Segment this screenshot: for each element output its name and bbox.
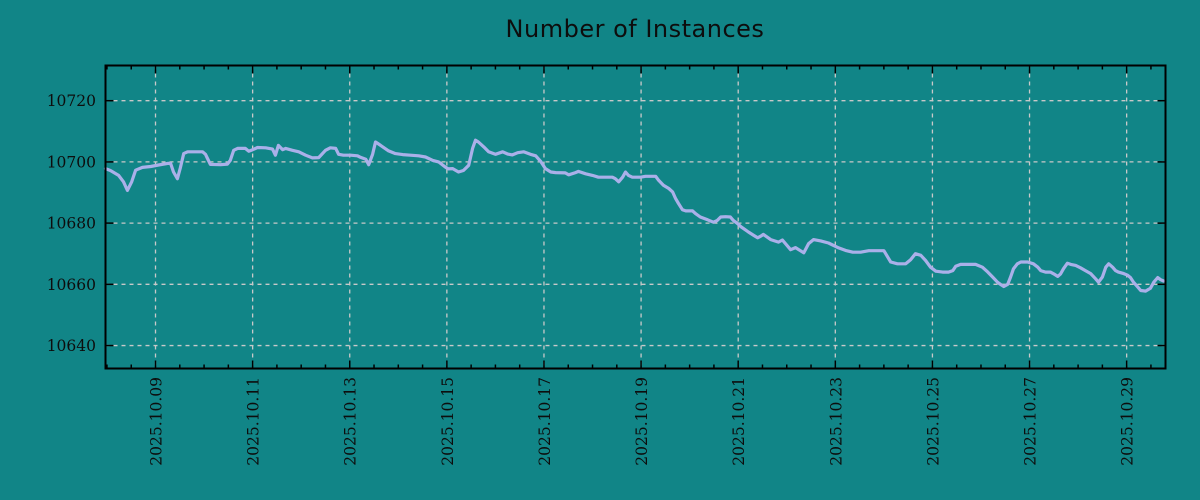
x-tick-label: 2025.10.19 bbox=[633, 377, 651, 466]
chart-title: Number of Instances bbox=[505, 15, 765, 43]
x-tick-label: 2025.10.27 bbox=[1022, 377, 1040, 466]
y-tick-label: 10700 bbox=[47, 153, 96, 171]
x-tick-label: 2025.10.29 bbox=[1119, 377, 1137, 466]
x-tick-label: 2025.10.11 bbox=[245, 377, 263, 466]
x-tick-label: 2025.10.21 bbox=[730, 377, 748, 466]
x-tick-label: 2025.10.17 bbox=[536, 377, 554, 466]
y-tick-label: 10640 bbox=[47, 337, 96, 355]
y-tick-label: 10720 bbox=[47, 92, 96, 110]
x-tick-label: 2025.10.13 bbox=[342, 377, 360, 466]
x-tick-label: 2025.10.15 bbox=[439, 377, 457, 466]
plot-border bbox=[104, 64, 1167, 370]
x-tick-label: 2025.10.09 bbox=[148, 377, 166, 466]
x-tick-label: 2025.10.23 bbox=[827, 377, 845, 466]
y-tick-label: 10680 bbox=[47, 215, 96, 233]
instances-series-line bbox=[103, 138, 1166, 293]
y-tick-label: 10660 bbox=[47, 276, 96, 294]
axis-ticks bbox=[105, 65, 1166, 369]
x-tick-labels: 2025.10.09 2025.10.11 2025.10.13 2025.10.15… bbox=[148, 377, 1137, 466]
y-tick-labels: 10640 10660 10680 10700 10720 bbox=[47, 92, 96, 355]
x-tick-label: 2025.10.25 bbox=[924, 377, 942, 466]
gridlines bbox=[105, 65, 1166, 369]
